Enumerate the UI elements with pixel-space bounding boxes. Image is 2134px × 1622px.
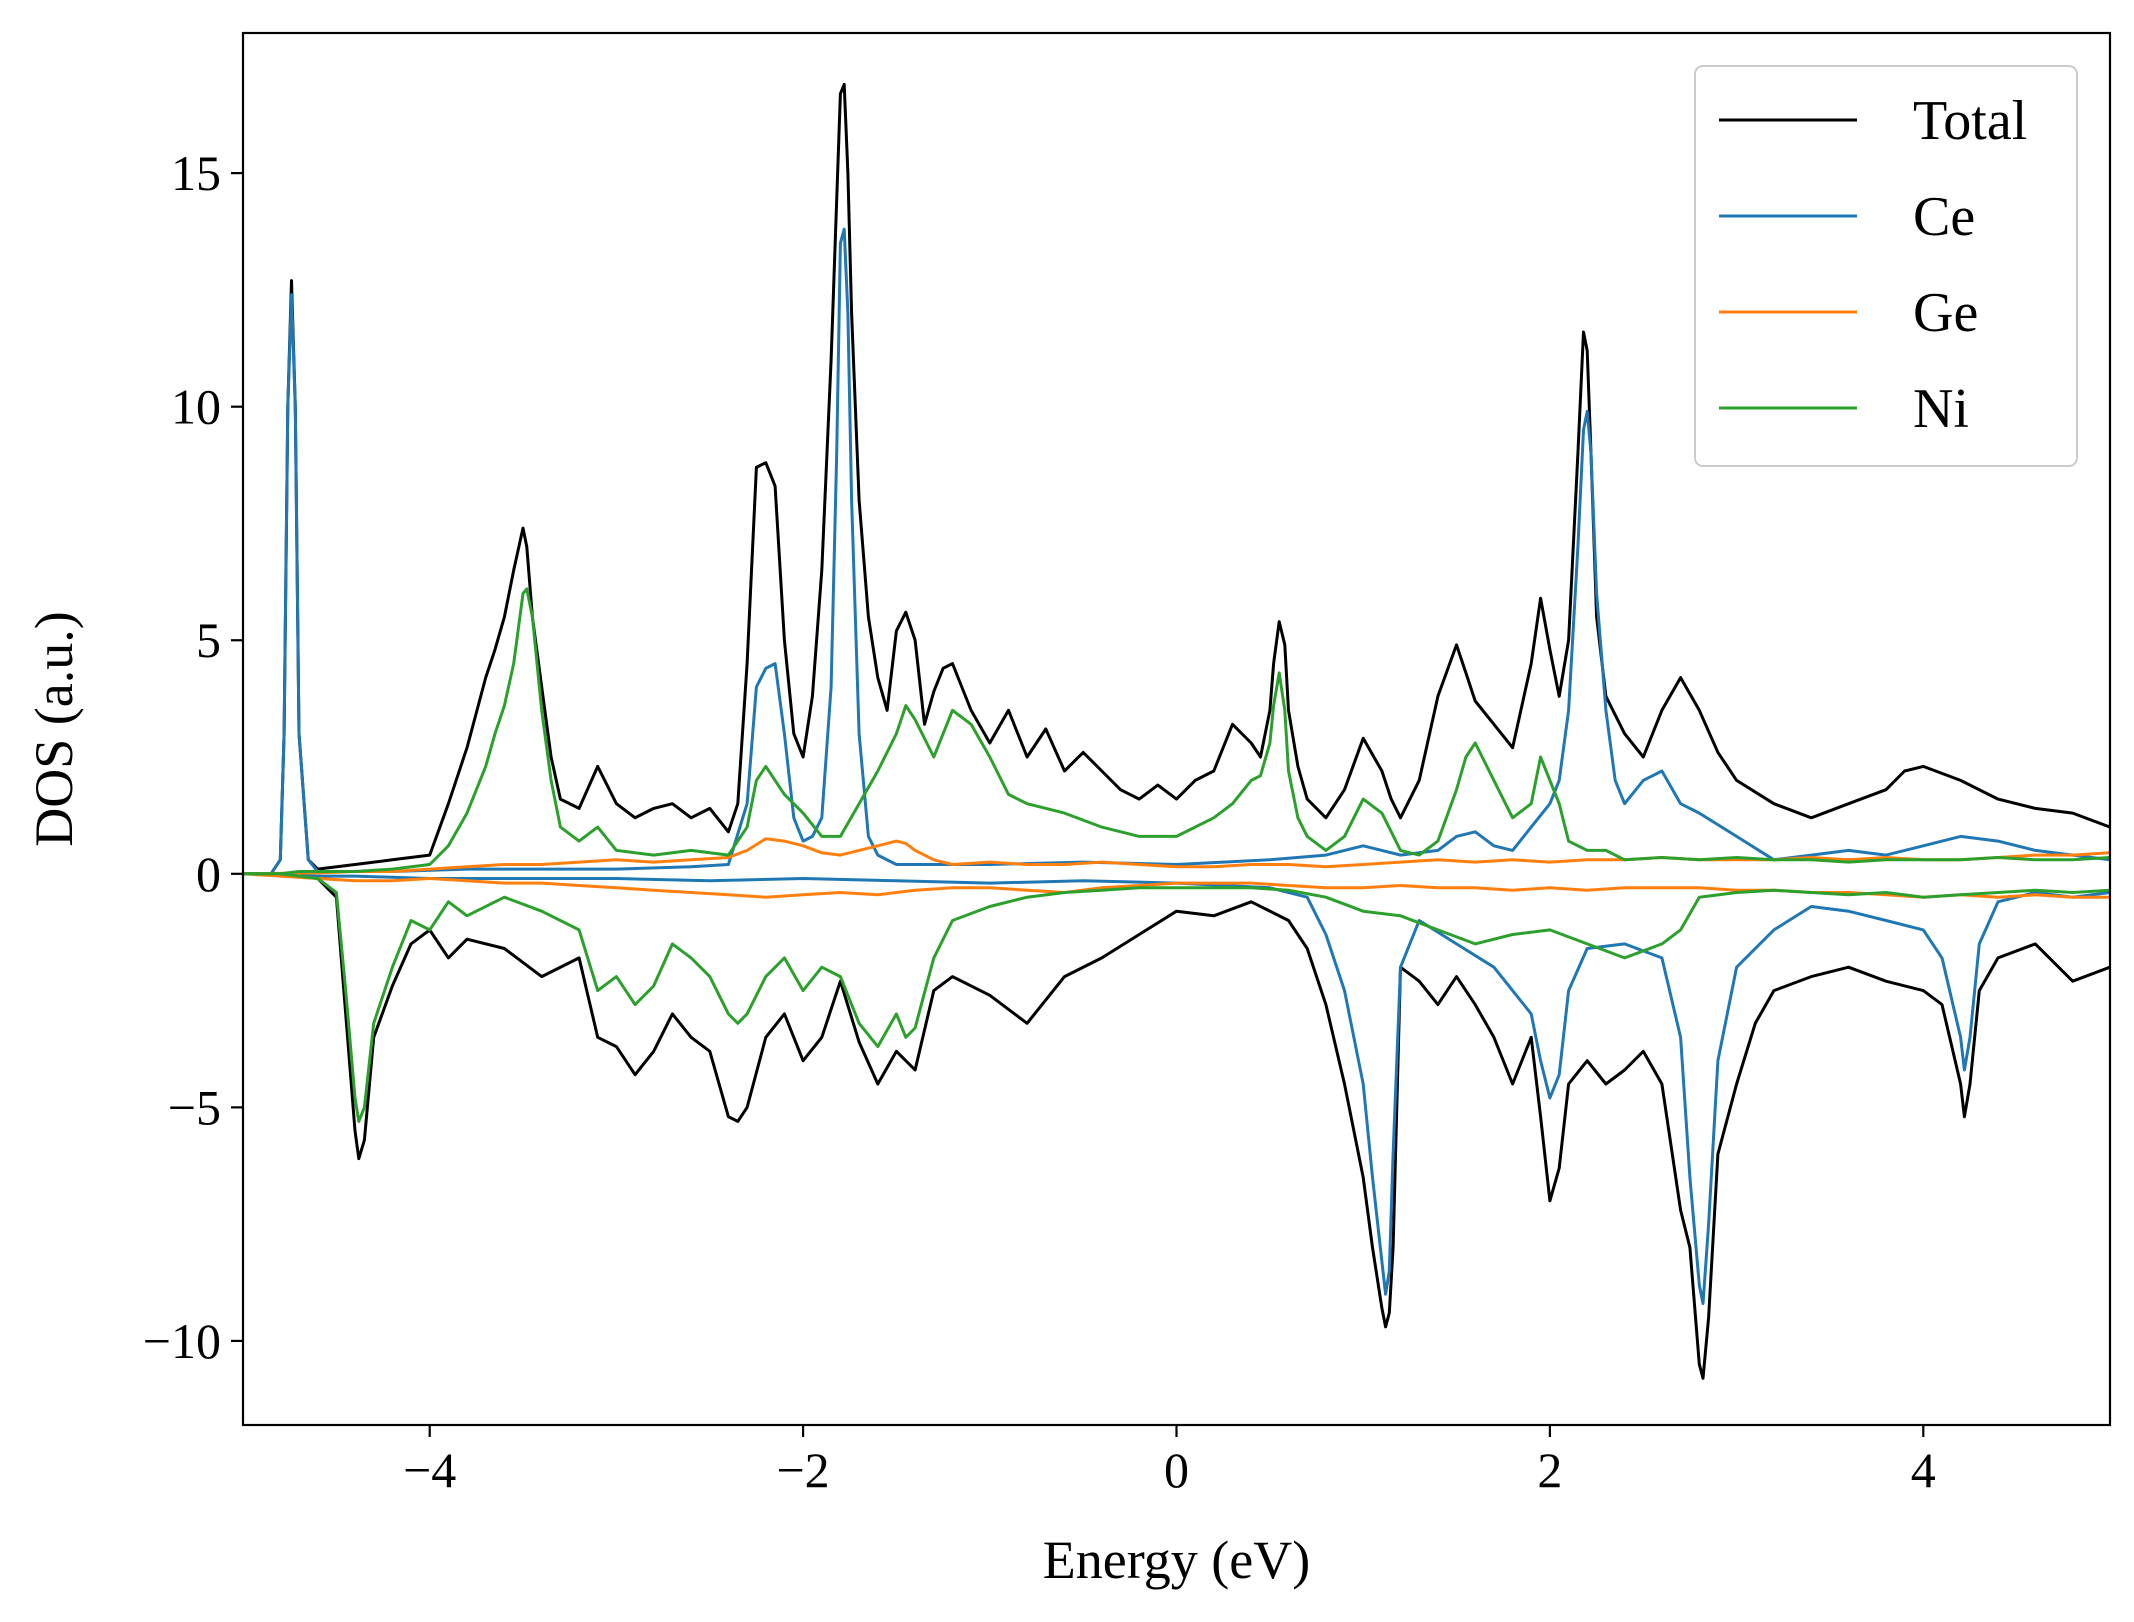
x-axis-label: Energy (eV)	[1043, 1530, 1310, 1590]
legend-label-ni: Ni	[1913, 378, 1969, 440]
series-line-ni-spin-up	[243, 587, 2110, 876]
x-tick-label: 0	[1164, 1442, 1189, 1498]
legend-label-ge: Ge	[1913, 282, 1978, 344]
legend-box	[1694, 65, 2078, 467]
y-axis-label: DOS (a.u.)	[24, 611, 84, 846]
x-axis: −4 −2 0 2 4	[403, 1425, 1936, 1498]
series-line-total-spin-down	[243, 872, 2110, 1380]
y-tick-label: 15	[171, 145, 221, 201]
y-tick-label: 0	[196, 846, 221, 902]
x-tick-label: −2	[776, 1442, 829, 1498]
y-tick-label: −10	[143, 1313, 221, 1369]
series-lines	[243, 82, 2110, 1380]
y-tick-label: 5	[196, 612, 221, 668]
x-tick-label: −4	[403, 1442, 456, 1498]
legend: Total Ce Ge Ni	[1694, 65, 2078, 467]
y-axis: −10 −5 0 5 10 15	[143, 145, 243, 1369]
y-tick-label: −5	[168, 1079, 221, 1135]
legend-label-ce: Ce	[1913, 186, 1975, 248]
series-layer	[243, 82, 2110, 1380]
y-tick-label: 10	[171, 379, 221, 435]
series-line-ce-spin-down	[243, 872, 2110, 1306]
x-tick-label: 4	[1911, 1442, 1936, 1498]
x-tick-label: 2	[1537, 1442, 1562, 1498]
legend-label-total: Total	[1913, 90, 2027, 152]
series-line-ni-spin-down	[243, 872, 2110, 1123]
